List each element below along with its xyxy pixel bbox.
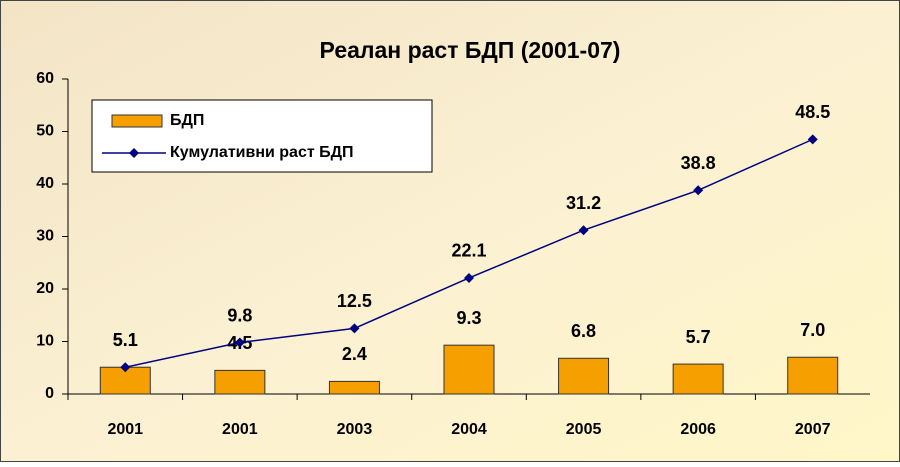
chart-title: Реалан раст БДП (2001-07) [320,37,621,63]
line-value-label: 5.1 [113,330,138,350]
x-tick-label: 2006 [680,421,716,438]
x-tick-label: 2005 [566,421,602,438]
bar [787,356,839,395]
x-tick-label: 2001 [107,421,143,438]
bar-value-label: 9.3 [456,308,481,328]
legend-label: БДП [170,112,204,129]
line-marker [464,272,474,283]
bar-value-label: 2.4 [342,344,367,364]
y-tick-label: 10 [36,333,54,350]
legend-marker [129,148,139,158]
line-value-label: 48.5 [795,102,830,122]
x-tick-label: 2001 [222,421,258,438]
bar [99,366,151,395]
line-value-label: 22.1 [451,241,486,261]
bar-value-label: 7.0 [800,320,825,340]
line-marker [578,225,589,236]
line-marker [349,323,360,334]
bar-value-label: 5.7 [686,327,711,347]
line-value-label: 31.2 [566,193,601,213]
x-tick-label: 2004 [451,421,487,438]
line-value-label: 38.8 [681,153,716,173]
y-tick-label: 0 [45,385,54,402]
line-marker [234,337,245,348]
bar-value-label: 6.8 [571,321,596,341]
y-tick-label: 50 [36,123,54,140]
line-value-label: 9.8 [227,305,252,325]
line-marker [120,362,131,373]
legend [91,99,433,173]
line-marker [807,134,818,145]
bar [672,363,724,395]
y-tick-label: 30 [36,228,54,245]
y-tick-label: 20 [36,280,54,297]
bar [328,380,380,395]
x-tick-label: 2007 [795,421,831,438]
y-tick-label: 40 [36,175,54,192]
legend-swatch [111,114,163,128]
line-marker [693,185,704,196]
bar [214,369,266,395]
line-value-label: 12.5 [337,291,372,311]
x-tick-label: 2003 [337,421,373,438]
bar [443,344,495,395]
bar [558,357,610,395]
bar-value-label: 5.1 [113,330,138,350]
legend-label: Кумулативни раст БДП [170,144,354,161]
y-tick-label: 60 [36,70,54,87]
